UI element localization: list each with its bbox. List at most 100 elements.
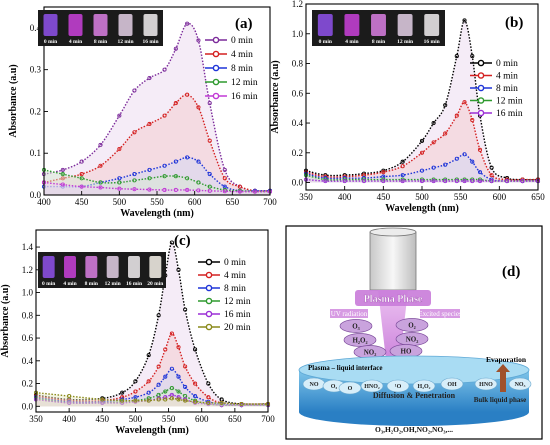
data-point [323,179,328,184]
x-tick-label: 400 [338,192,352,202]
bubble-label: O₃ [331,384,338,390]
data-point [193,347,198,352]
bubble-label: H₂O₂ [418,384,431,390]
x-tick-label: 650 [226,197,240,207]
data-point [98,180,103,185]
data-point [489,165,494,170]
vial-label: 4 min [345,39,358,45]
data-point [196,180,201,185]
data-point [489,179,494,184]
data-point [132,187,137,192]
series-line-12-min [43,169,271,193]
data-point [505,179,510,184]
legend-entry: 4 min [224,271,246,281]
vial [424,14,440,36]
data-point [146,379,151,384]
plot-frame [35,229,269,413]
bulk-liquid-label: Bulk liquid phase [474,396,527,404]
y-tick-label: 0.1 [30,148,41,158]
data-point [133,389,138,394]
data-point [156,313,161,318]
data-point [173,101,178,106]
x-axis-label: Wavelength (nm) [120,208,194,219]
data-point [185,92,190,97]
x-tick-label: 600 [188,197,202,207]
vial [143,14,158,36]
vial-label: 0 min [44,39,57,45]
y-tick-label: 1.2 [22,265,33,275]
data-point [147,167,152,172]
species-bubble [508,377,532,391]
data-point [419,179,425,184]
data-point [381,179,386,184]
data-point [156,382,161,387]
data-point [176,374,181,379]
data-point [79,176,84,181]
vial-label: 0 min [42,281,55,287]
vial-label: 12 min [105,281,121,287]
y-tick-label: 0.4 [30,23,42,33]
data-point [132,88,137,93]
data-point [470,179,475,184]
y-tick-label: 0.4 [22,356,34,366]
vial-label: 8 min [94,39,107,45]
data-point [207,101,212,106]
panel-b-chart: 350 400 450 500 550 600 650 0.0 0.2 0.4 0.6 0.8 1.0 1… [270,0,545,214]
data-point [454,113,459,118]
data-point [196,188,201,193]
data-point [169,386,174,391]
panel-label: (b) [505,15,523,31]
data-point [477,170,483,175]
data-point [60,176,65,181]
data-point [342,179,347,184]
data-point [176,397,181,402]
species-oval [343,333,377,347]
x-tick-label: 600 [195,414,209,424]
species-bubble [440,377,464,391]
data-point [183,364,188,369]
series-line-20-min [35,392,269,405]
vial-photo-inset: 0 min 4 min 8 min 12 min 16 min 20 min [38,252,166,288]
legend-entry: 16 min [224,310,251,320]
data-point [132,130,137,135]
vial-label: 16 min [126,281,142,287]
interface-label: Plasma – liquid interface [308,364,382,372]
data-point [183,398,188,403]
series-line-0-min [305,19,539,181]
x-tick-label: 400 [62,414,76,424]
legend-entry: 0 min [231,36,253,46]
data-point [162,113,167,118]
data-point [454,177,459,182]
data-point [67,394,72,399]
data-point [156,364,161,369]
series-line-8-min [44,156,270,192]
legend-entry: 8 min [224,284,246,294]
data-point [222,176,227,181]
y-tick-label: 0.2 [292,148,303,158]
data-point [193,399,198,404]
species-oval [339,319,373,333]
data-point [162,67,167,72]
data-point [185,187,190,193]
y-tick-label: 1.4 [22,242,34,252]
data-point [443,177,448,182]
data-point [163,389,168,394]
data-point [196,159,201,164]
x-tick-label: 350 [29,414,43,424]
data-point [176,267,181,272]
data-point [419,138,425,143]
legend-entry: 12 min [496,97,523,107]
data-point [196,38,201,43]
data-point [222,189,227,194]
vial-label: 16 min [142,39,158,45]
x-tick-label: 700 [261,414,275,424]
x-tick-label: 500 [415,192,429,202]
data-point [193,381,198,386]
legend-entry: 16 min [496,109,523,119]
vial [43,14,58,36]
data-point [173,159,178,164]
vial-label: 0 min [319,39,332,45]
vial [106,256,119,278]
species-bubble [474,377,498,391]
